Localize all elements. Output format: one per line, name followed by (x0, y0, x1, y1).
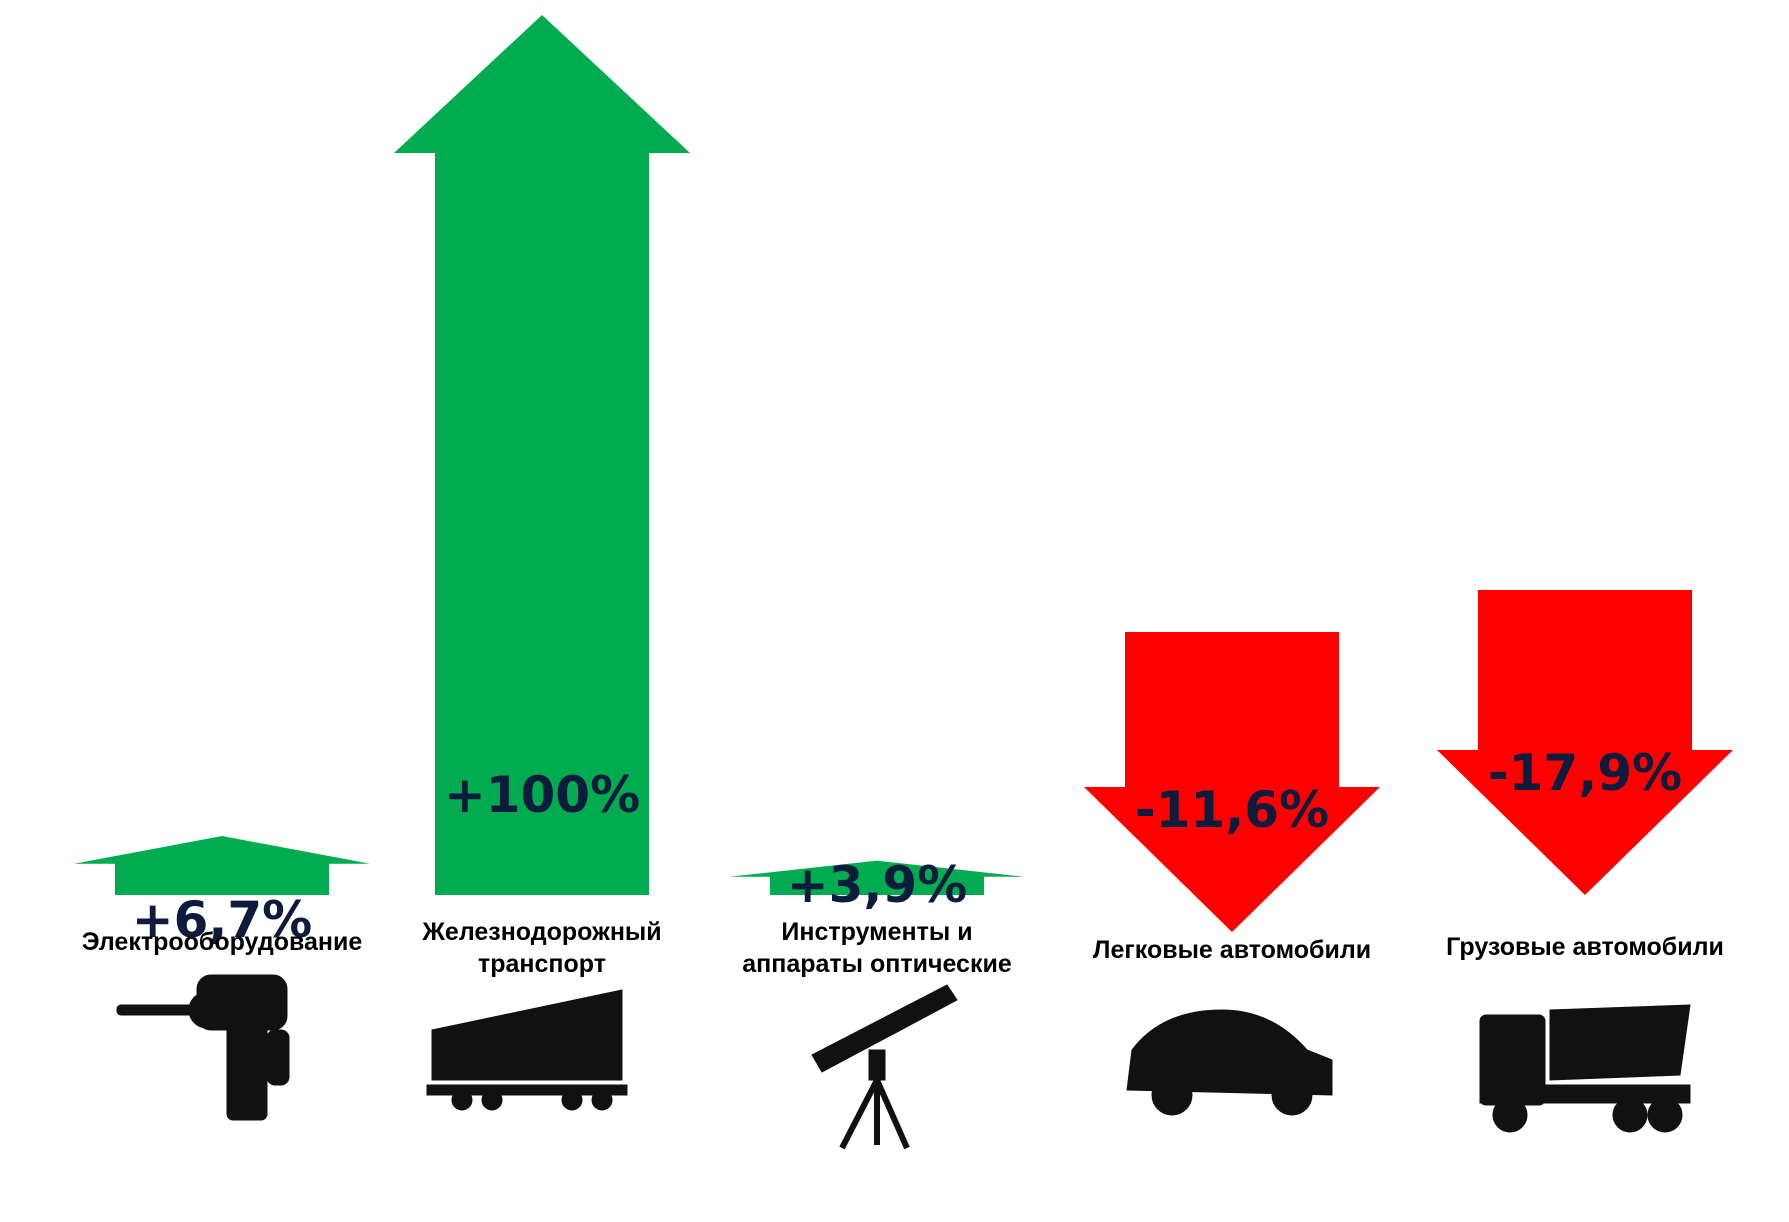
category-label-telescope: Инструменты и аппараты оптические (742, 918, 1012, 978)
icon-layer (116, 974, 1691, 1150)
category-label-line: Инструменты и (781, 918, 972, 946)
telescope-icon (811, 984, 958, 1150)
drill-icon (116, 974, 290, 1121)
category-label-layer: Электрооборудование Железнодорожный трансп… (82, 918, 1724, 978)
arrow-truck (1437, 590, 1733, 895)
arrow-telescope (729, 860, 1025, 895)
arrow-freight-wagon (394, 15, 690, 895)
freight-wagon-icon (426, 989, 628, 1111)
value-label-layer: +6,7% +100% +3,9% -11,6% -17,9% (132, 744, 1682, 949)
category-label-line: Железнодорожный (421, 918, 661, 946)
category-label-car: Легковые автомобили (1093, 936, 1371, 964)
value-label-truck: -17,9% (1488, 744, 1682, 802)
category-label-line: Грузовые автомобили (1446, 933, 1724, 961)
category-label-line: Легковые автомобили (1093, 936, 1371, 964)
value-label-telescope: +3,9% (787, 856, 968, 914)
category-label-line: Электрооборудование (82, 928, 363, 956)
value-label-freight-wagon: +100% (444, 766, 640, 824)
truck-icon (1479, 1004, 1691, 1133)
category-label-truck: Грузовые автомобили (1446, 933, 1724, 961)
arrow-layer (74, 15, 1733, 932)
car-icon (1126, 1009, 1333, 1116)
category-label-line: аппараты оптические (742, 950, 1012, 978)
arrow-car (1084, 632, 1380, 932)
value-label-drill: +6,7% (132, 891, 313, 949)
category-label-freight-wagon: Железнодорожный транспорт (421, 918, 661, 978)
category-label-drill: Электрооборудование (82, 928, 363, 956)
arrow-drill (74, 836, 370, 895)
value-label-car: -11,6% (1135, 781, 1329, 839)
category-label-line: транспорт (478, 950, 606, 978)
